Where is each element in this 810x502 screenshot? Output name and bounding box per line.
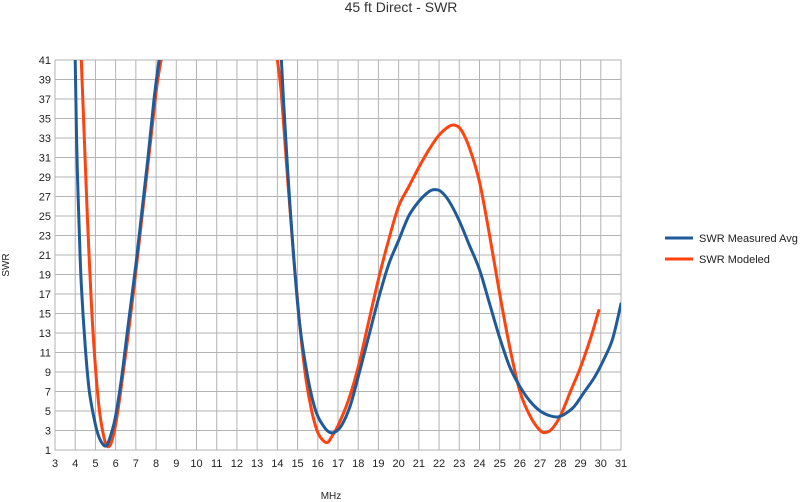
- x-tick-label: 27: [534, 458, 546, 470]
- y-tick-label: 35: [39, 114, 51, 126]
- x-tick-label: 26: [514, 458, 526, 470]
- x-tick-label: 29: [574, 458, 586, 470]
- y-tick-label: 25: [39, 211, 51, 223]
- x-tick-label: 10: [190, 458, 202, 470]
- x-tick-label: 8: [153, 458, 159, 470]
- x-tick-label: 15: [291, 458, 303, 470]
- y-tick-label: 31: [39, 153, 51, 165]
- x-axis-ticks: 3 4 5 6 7 8 9 10 11 12 13 14 15 16 17 18 19 20 21 22 23 24 25 2…: [52, 458, 627, 470]
- y-tick-label: 5: [45, 406, 51, 418]
- x-tick-label: 31: [615, 458, 627, 470]
- x-tick-label: 19: [372, 458, 384, 470]
- x-tick-label: 6: [113, 458, 119, 470]
- y-tick-label: 39: [39, 75, 51, 87]
- x-tick-label: 13: [251, 458, 263, 470]
- series-lines: [73, 60, 621, 449]
- series-line-swr-measured-avg: [279, 60, 621, 435]
- series-line-swr-modeled: [275, 60, 601, 445]
- x-tick-label: 11: [211, 458, 222, 470]
- y-tick-label: 23: [39, 231, 51, 243]
- legend-label-swr-modeled: SWR Modeled: [699, 254, 770, 266]
- y-tick-label: 9: [45, 367, 51, 379]
- x-tick-label: 7: [133, 458, 139, 470]
- x-tick-label: 23: [453, 458, 465, 470]
- y-tick-label: 1: [45, 445, 51, 457]
- gridlines: [54, 59, 622, 451]
- y-tick-label: 19: [39, 270, 51, 282]
- x-tick-label: 18: [352, 458, 364, 470]
- x-tick-label: 9: [173, 458, 179, 470]
- x-tick-label: 25: [494, 458, 506, 470]
- y-tick-label: 17: [39, 289, 51, 301]
- y-tick-label: 13: [39, 328, 51, 340]
- y-tick-label: 33: [39, 133, 51, 145]
- y-tick-label: 7: [45, 387, 51, 399]
- y-tick-label: 41: [39, 55, 51, 67]
- x-tick-label: 5: [92, 458, 98, 470]
- x-tick-label: 17: [332, 458, 344, 470]
- x-tick-label: 20: [393, 458, 405, 470]
- x-tick-label: 30: [595, 458, 607, 470]
- y-tick-label: 3: [45, 426, 51, 438]
- y-tick-label: 27: [39, 192, 51, 204]
- x-tick-label: 4: [72, 458, 78, 470]
- chart-title: 45 ft Direct - SWR: [345, 0, 458, 15]
- y-tick-label: 21: [39, 250, 51, 262]
- x-tick-label: 21: [413, 458, 425, 470]
- x-tick-label: 3: [52, 458, 58, 470]
- y-tick-label: 15: [39, 309, 51, 321]
- y-axis-title: SWR: [1, 253, 12, 276]
- x-axis-title: MHz: [321, 491, 342, 502]
- x-tick-label: 16: [312, 458, 324, 470]
- y-tick-label: 37: [39, 94, 51, 106]
- legend: SWR Measured Avg SWR Modeled: [665, 233, 798, 266]
- y-tick-label: 11: [40, 348, 51, 360]
- series-line-swr-measured-avg: [73, 60, 161, 448]
- x-tick-label: 12: [231, 458, 243, 470]
- y-tick-label: 29: [39, 172, 51, 184]
- x-tick-label: 28: [554, 458, 566, 470]
- x-tick-label: 24: [473, 458, 485, 470]
- x-tick-label: 14: [271, 458, 283, 470]
- x-tick-label: 22: [433, 458, 445, 470]
- legend-label-swr-measured-avg: SWR Measured Avg: [699, 233, 798, 245]
